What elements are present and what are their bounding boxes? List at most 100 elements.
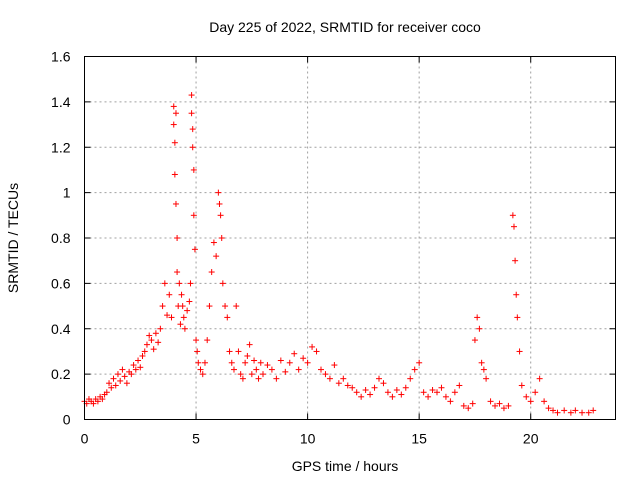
data-point [157, 325, 164, 332]
data-point [228, 359, 235, 366]
data-point [518, 382, 525, 389]
data-point [411, 366, 418, 373]
data-point [322, 371, 329, 378]
data-point [143, 341, 150, 348]
data-point [213, 253, 220, 260]
data-point [304, 359, 311, 366]
data-point [532, 389, 539, 396]
data-point [273, 375, 280, 382]
y-tick-label: 1.4 [51, 94, 71, 110]
data-point [216, 200, 223, 207]
data-point [210, 239, 217, 246]
data-point [119, 366, 126, 373]
data-point [268, 366, 275, 373]
y-tick-label: 0 [63, 412, 71, 428]
data-point [128, 371, 135, 378]
data-point [295, 366, 302, 373]
data-point [170, 103, 177, 110]
data-point [465, 405, 472, 412]
data-point [99, 396, 106, 403]
data-point [219, 280, 226, 287]
data-point [367, 391, 374, 398]
data-point [224, 314, 231, 321]
data-point [476, 325, 483, 332]
data-point [469, 400, 476, 407]
data-point [161, 280, 168, 287]
data-point [164, 312, 171, 319]
data-point [235, 348, 242, 355]
y-tick-label: 0.2 [51, 366, 71, 382]
data-point [371, 384, 378, 391]
data-point [172, 110, 179, 117]
data-point [184, 307, 191, 314]
data-point [512, 257, 519, 264]
data-point [189, 126, 196, 133]
data-point [407, 375, 414, 382]
data-point [317, 366, 324, 373]
data-point [179, 303, 186, 310]
data-point [180, 314, 187, 321]
data-point [178, 291, 185, 298]
data-point [541, 398, 548, 405]
data-point [189, 144, 196, 151]
x-tick-label: 15 [411, 431, 427, 447]
data-point [510, 223, 517, 230]
data-point [309, 343, 316, 350]
data-point [460, 402, 467, 409]
data-point [186, 298, 193, 305]
data-point [286, 359, 293, 366]
data-point [171, 171, 178, 178]
data-point [155, 339, 162, 346]
data-point [536, 375, 543, 382]
data-point [509, 212, 516, 219]
data-point [471, 337, 478, 344]
data-point [187, 280, 194, 287]
data-point [438, 384, 445, 391]
data-point [590, 407, 597, 414]
y-tick-label: 0.4 [51, 321, 71, 337]
data-point [197, 366, 204, 373]
data-point [434, 389, 441, 396]
data-point [170, 121, 177, 128]
y-tick-label: 0.8 [51, 230, 71, 246]
data-point [393, 387, 400, 394]
data-point [389, 393, 396, 400]
data-point [152, 330, 159, 337]
data-point [171, 139, 178, 146]
y-tick-label: 1.6 [51, 49, 71, 65]
data-point [174, 269, 181, 276]
data-point [206, 303, 213, 310]
data-point [456, 382, 463, 389]
data-point [416, 359, 423, 366]
data-point [137, 364, 144, 371]
data-point [201, 359, 208, 366]
data-point [248, 371, 255, 378]
x-axis-label: GPS time / hours [292, 458, 399, 474]
data-point [90, 400, 97, 407]
data-point [204, 337, 211, 344]
data-point [255, 375, 262, 382]
data-point [496, 400, 503, 407]
x-tick-label: 5 [192, 431, 200, 447]
data-point [545, 405, 552, 412]
data-point [561, 407, 568, 414]
data-point [326, 375, 333, 382]
data-point [259, 371, 266, 378]
data-point [398, 391, 405, 398]
data-point [132, 366, 139, 373]
data-point [282, 368, 289, 375]
data-point [402, 384, 409, 391]
data-point [425, 393, 432, 400]
data-point [585, 409, 592, 416]
data-point [572, 407, 579, 414]
data-point [478, 359, 485, 366]
data-point [483, 375, 490, 382]
data-point [251, 357, 258, 364]
data-point [291, 350, 298, 357]
data-point [217, 212, 224, 219]
data-point [244, 352, 251, 359]
data-point [384, 389, 391, 396]
data-point [181, 325, 188, 332]
data-point [130, 362, 137, 369]
chart-title: Day 225 of 2022, SRMTID for receiver coc… [209, 19, 481, 35]
